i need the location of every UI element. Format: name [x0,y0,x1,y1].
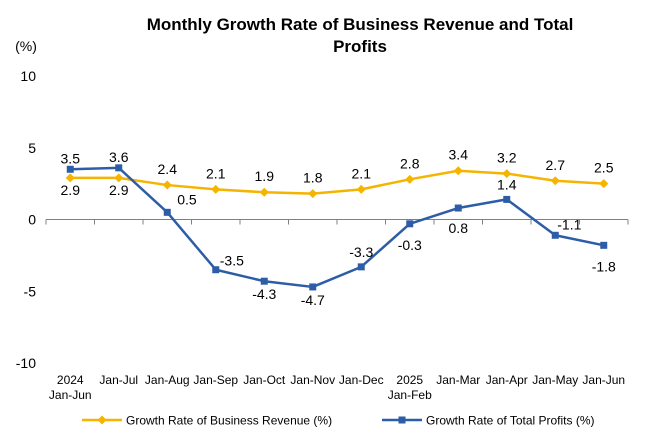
series-line [70,169,604,195]
data-point [162,180,172,190]
x-tick-label: Jan-Feb [388,388,432,402]
data-label-revenue: 1.8 [303,170,323,186]
y-tick-label: -5 [24,283,37,299]
data-label-profits: 3.5 [61,150,81,166]
data-point [115,164,123,172]
x-tick-label: Jan-Sep [193,373,238,387]
data-point [357,263,365,271]
chart-title-line-1: Monthly Growth Rate of Business Revenue … [147,15,574,34]
x-tick-label: Jan-Mar [436,373,480,387]
legend: Growth Rate of Business Revenue (%) Growt… [82,414,595,428]
data-label-profits: -1.1 [557,216,581,232]
data-point [551,231,559,239]
data-point [114,173,124,183]
data-label-profits: -3.3 [349,244,373,260]
data-label-revenue: 2.8 [400,155,420,171]
x-tick-label: Jan-May [532,373,578,387]
legend-marker [97,415,107,425]
data-point [308,189,318,199]
data-label-revenue: 1.9 [255,168,275,184]
data-point [309,283,317,291]
data-label-profits: 0.8 [449,220,469,236]
data-label-profits: -0.3 [398,237,422,253]
data-point [454,204,462,212]
data-label-profits: -4.3 [252,286,276,302]
data-point [502,169,512,179]
x-tick-label: Jan-Apr [486,373,528,387]
chart-title: Monthly Growth Rate of Business Revenue … [147,15,574,56]
data-point [65,173,75,183]
data-label-profits: 1.4 [497,176,517,192]
x-tick-label: Jan-Oct [243,373,286,387]
chart-title-line-2: Profits [333,37,387,56]
data-label-revenue: 2.1 [352,165,372,181]
y-tick-label: 0 [28,212,36,228]
data-point [406,220,414,228]
y-tick-label: 5 [28,140,36,156]
data-point [453,166,463,176]
series-revenue [65,166,609,199]
x-tick-label: 2024 [57,373,84,387]
x-tick-label: Jan-Jun [582,373,625,387]
data-point [259,187,269,197]
data-point [599,179,609,189]
y-axis: 10 5 0 -5 -10 [16,68,36,371]
data-label-profits: -1.8 [592,258,616,274]
data-point [212,266,220,274]
data-point [163,208,171,216]
y-tick-label: 10 [20,68,36,84]
data-label-revenue: 2.7 [546,157,566,173]
data-label-revenue: 2.9 [109,182,129,198]
data-point [66,165,74,173]
data-label-profits: 0.5 [177,191,197,207]
y-axis-unit-label: (%) [15,38,37,54]
data-point [260,277,268,285]
data-label-revenue: 3.4 [449,147,469,163]
legend-label: Growth Rate of Total Profits (%) [426,414,595,428]
data-label-profits: -4.7 [301,292,325,308]
data-point [600,241,608,249]
legend-item-revenue: Growth Rate of Business Revenue (%) [82,414,332,428]
legend-item-profits: Growth Rate of Total Profits (%) [382,414,595,428]
data-label-profits: 3.6 [109,149,129,165]
data-label-revenue: 2.5 [594,160,614,176]
legend-label: Growth Rate of Business Revenue (%) [126,414,332,428]
series-line [70,166,605,289]
data-label-profits: -3.5 [220,253,244,269]
y-tick-label: -10 [16,355,36,371]
x-tick-label: Jan-Jul [99,373,138,387]
data-point [211,184,221,194]
data-label-revenue: 2.4 [158,161,178,177]
x-tick-label: 2025 [396,373,423,387]
x-tick-label: Jan-Dec [339,373,384,387]
series-layer: 2.9 2.9 2.4 2.1 1.9 1.8 2.1 2.8 3.4 3.2 2.7 2.5 3.5 3… [61,147,617,308]
data-point [405,174,415,184]
data-label-revenue: 2.9 [61,182,81,198]
data-label-revenue: 2.1 [206,165,226,181]
x-tick-label: Jan-Jun [49,388,92,402]
data-point [550,176,560,186]
legend-marker [398,416,406,424]
data-label-revenue: 3.2 [497,150,517,166]
series-profits [66,164,608,291]
data-point [503,195,511,203]
data-point [356,184,366,194]
x-tick-label: Jan-Aug [145,373,190,387]
x-tick-label: Jan-Nov [290,373,335,387]
